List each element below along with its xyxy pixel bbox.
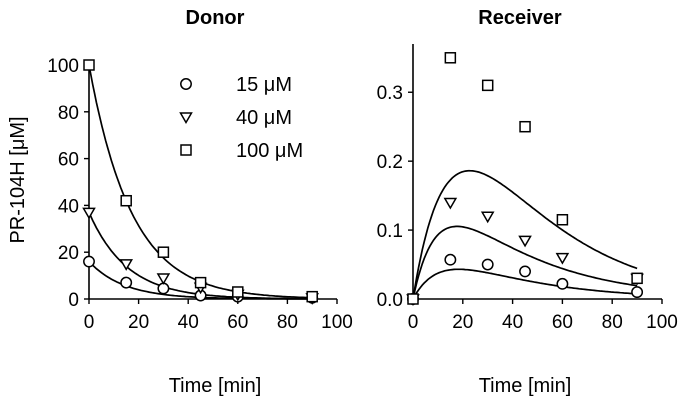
legend-marker-15-m	[180, 78, 192, 90]
data-point-40-m	[555, 252, 570, 265]
data-point-40-m	[480, 211, 495, 224]
donor-title: Donor	[186, 7, 245, 29]
data-point-100-m	[481, 79, 494, 92]
legend-label: 15 μM	[236, 74, 292, 96]
legend: 15 μM 40 μM 100 μM	[179, 74, 303, 162]
data-point-15-m	[120, 276, 133, 289]
legend-label: 100 μM	[236, 140, 303, 162]
legend-marker-100-m	[180, 144, 192, 156]
y-tick-label: 0.2	[377, 152, 403, 173]
y-tick-label: 0.3	[377, 83, 403, 104]
x-tick-label: 40	[502, 312, 523, 333]
receiver-panel: Receiver Time [min] 0 20 40 60 80 100 0.0 0.1 0.…	[377, 7, 678, 397]
donor-panel: Donor PR-104H [μM] Time [min] 0 20 40 60 80 1…	[7, 7, 353, 397]
receiver-x-label: Time [min]	[479, 375, 572, 397]
data-point-100-m	[120, 194, 132, 207]
fit-curve-100-m	[412, 169, 638, 300]
data-point-100-m	[407, 293, 419, 305]
data-point-40-m	[518, 235, 532, 248]
x-tick-label: 20	[452, 312, 473, 333]
x-tick-label: 40	[178, 312, 199, 333]
data-point-40-m	[156, 273, 171, 285]
data-point-15-m	[444, 253, 457, 266]
x-tick-label: 100	[321, 312, 353, 333]
y-tick-label: 0.1	[377, 221, 403, 242]
data-point-100-m	[631, 272, 643, 285]
receiver-title: Receiver	[478, 7, 562, 29]
data-point-40-m	[443, 197, 458, 210]
x-tick-label: 20	[128, 312, 149, 333]
data-point-100-m	[157, 246, 170, 258]
y-tick-label: 0	[68, 290, 79, 311]
y-tick-label: 0.0	[377, 290, 403, 311]
data-point-100-m	[194, 276, 207, 289]
fit-curve-40-m	[412, 225, 638, 300]
x-tick-label: 80	[602, 312, 623, 333]
data-point-100-m	[444, 52, 457, 64]
x-tick-label: 0	[408, 312, 419, 333]
fit-curve-15-m	[412, 268, 638, 300]
y-tick-label: 60	[58, 150, 79, 171]
data-point-15-m	[481, 258, 494, 271]
data-point-15-m	[631, 286, 644, 299]
data-point-100-m	[232, 286, 244, 298]
data-point-100-m	[83, 59, 95, 71]
data-point-15-m	[556, 277, 569, 290]
data-point-40-m	[82, 207, 96, 220]
y-tick-label: 100	[47, 56, 79, 77]
legend-label: 40 μM	[236, 107, 292, 129]
legend-marker-40-m	[179, 112, 193, 124]
y-tick-label: 80	[58, 103, 79, 124]
x-tick-label: 0	[84, 312, 95, 333]
x-tick-label: 60	[227, 312, 248, 333]
y-tick-label: 20	[58, 243, 79, 264]
data-point-15-m	[519, 265, 531, 278]
x-tick-label: 60	[552, 312, 573, 333]
data-point-15-m	[83, 255, 95, 268]
data-point-40-m	[119, 259, 134, 271]
x-tick-label: 80	[277, 312, 298, 333]
x-tick-label: 100	[646, 312, 678, 333]
y-tick-label: 40	[58, 196, 79, 217]
donor-x-label: Time [min]	[169, 375, 262, 397]
donor-y-label: PR-104H [μM]	[7, 116, 29, 243]
data-point-100-m	[519, 120, 531, 133]
data-point-100-m	[556, 213, 569, 226]
data-point-100-m	[306, 290, 318, 303]
